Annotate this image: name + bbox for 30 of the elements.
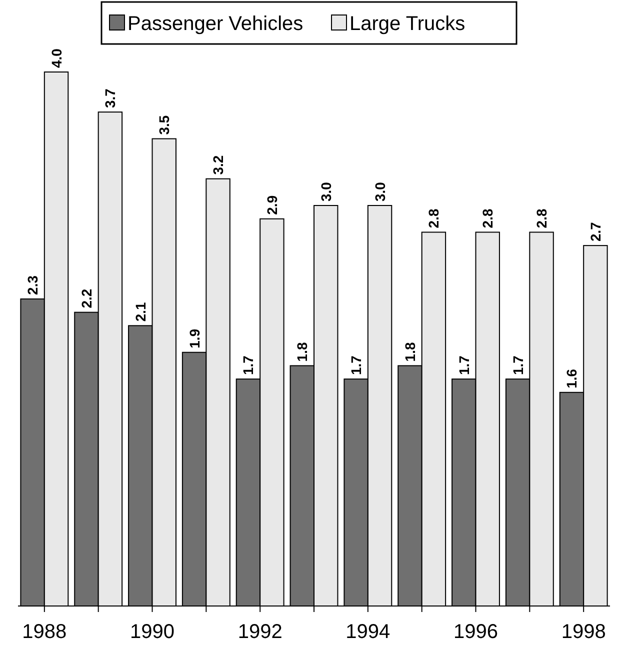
data-label: 2.9 — [264, 195, 280, 215]
legend-label: Large Trucks — [350, 13, 466, 35]
data-label: 3.5 — [156, 115, 172, 135]
data-label: 2.1 — [132, 302, 148, 322]
data-label: 3.7 — [102, 88, 118, 108]
data-label: 1.7 — [240, 355, 256, 376]
x-tick-label: 1998 — [561, 621, 606, 643]
data-label: 1.9 — [186, 328, 202, 348]
data-label: 1.7 — [510, 355, 526, 376]
data-label: 2.8 — [480, 208, 496, 228]
x-tick-label: 1988 — [22, 621, 67, 643]
x-tick-label: 1994 — [346, 621, 390, 643]
data-label: 1.7 — [348, 355, 364, 376]
data-label: 3.2 — [210, 155, 226, 175]
data-label: 2.7 — [587, 222, 604, 242]
legend-label: Passenger Vehicles — [128, 13, 304, 35]
data-label: 2.3 — [24, 275, 41, 295]
x-tick-label: 1996 — [454, 621, 498, 643]
data-label: 1.7 — [456, 355, 472, 376]
data-label: 2.8 — [426, 208, 442, 228]
x-tick-label: 1990 — [130, 621, 174, 643]
data-label: 1.8 — [402, 342, 418, 362]
data-label: 1.6 — [564, 368, 580, 388]
data-label: 2.2 — [78, 288, 94, 308]
data-label: 3.0 — [318, 182, 334, 202]
data-label: 4.0 — [48, 48, 64, 68]
data-label: 1.8 — [294, 342, 310, 362]
x-tick-label: 1992 — [238, 621, 282, 643]
data-label: 2.8 — [534, 208, 550, 228]
data-label: 3.0 — [372, 182, 388, 202]
